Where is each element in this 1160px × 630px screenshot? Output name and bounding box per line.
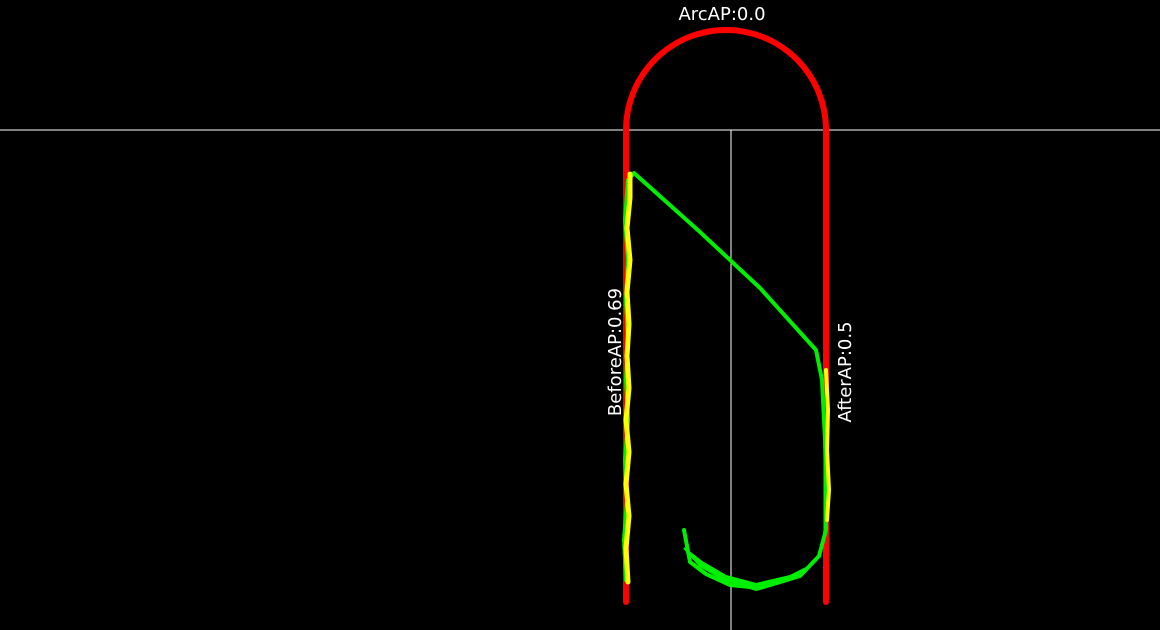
arc-ap-label: ArcAP:0.0 <box>678 4 765 25</box>
after-trajectory-tail-blob <box>683 547 807 592</box>
after-trajectory <box>622 171 828 590</box>
before-ap-label: BeforeAP:0.69 <box>605 288 626 416</box>
after-trajectory-right-leg-yellow <box>824 368 831 522</box>
before-trajectory <box>623 171 633 585</box>
reference-track <box>623 27 829 605</box>
after-ap-label: AfterAP:0.5 <box>835 321 856 422</box>
